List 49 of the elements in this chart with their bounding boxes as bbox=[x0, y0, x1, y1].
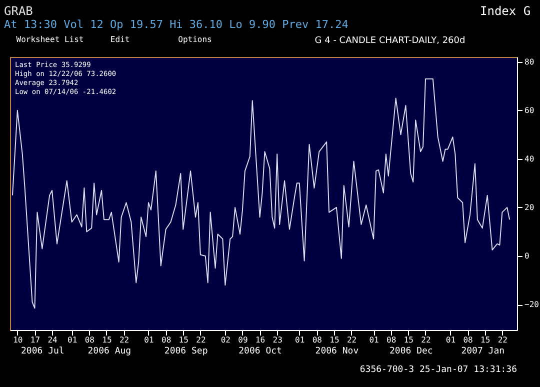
text: Index G bbox=[480, 4, 531, 18]
line-series bbox=[12, 78, 510, 309]
y-tick-label: 80 bbox=[524, 57, 534, 66]
y-tick-label: 40 bbox=[524, 154, 534, 164]
x-tick-label: 22 bbox=[196, 336, 206, 344]
x-tick-label: 15 bbox=[480, 336, 490, 344]
y-tick-label: 0 bbox=[524, 251, 530, 260]
x-tick-label: 22 bbox=[498, 336, 508, 344]
x2-tick-label: 2006 Dec bbox=[389, 346, 433, 356]
x-tick-label: 22 bbox=[421, 336, 431, 344]
x-tick-label: 22 bbox=[346, 336, 357, 344]
x-tick-label: 23 bbox=[272, 336, 283, 344]
x-tick-label: 08 bbox=[84, 336, 95, 344]
x2-tick-label: 2006 Oct bbox=[238, 346, 282, 356]
x2-tick-label: 2006 Nov bbox=[315, 346, 359, 356]
x-tick-label: 10 bbox=[13, 336, 23, 344]
x-tick-label: 15 bbox=[404, 336, 414, 344]
x-tick-label: 02 bbox=[220, 336, 231, 344]
x-tick-label: 09 bbox=[238, 336, 248, 344]
x-tick-label: 22 bbox=[119, 336, 130, 344]
text: GRAB bbox=[4, 4, 33, 18]
x-tick-label: 08 bbox=[312, 336, 322, 344]
x-tick-label: 08 bbox=[463, 336, 474, 344]
x-tick-label: 01 bbox=[295, 336, 305, 344]
x-tick-label: 08 bbox=[386, 336, 396, 344]
text: At 13:30 Vol 12 Op 19.57 Hi 36.10 Lo 9.90 Prev 17.24 bbox=[4, 18, 349, 31]
text: 6356-700-3 25-Jan-07 13:31:36 bbox=[360, 365, 517, 375]
x-tick-label: 01 bbox=[446, 336, 456, 344]
text: Edit bbox=[110, 35, 130, 44]
x2-tick-label: 2006 Aug bbox=[88, 346, 132, 356]
y-tick-label: 20 bbox=[524, 202, 534, 212]
x-tick-label: 01 bbox=[68, 336, 78, 344]
x-tick-label: 15 bbox=[330, 336, 340, 344]
x2-tick-label: 2007 Jan bbox=[461, 346, 505, 356]
x-tick-label: 01 bbox=[369, 336, 380, 344]
x-tick-label: 15 bbox=[102, 336, 112, 344]
x-tick-label: 16 bbox=[255, 336, 266, 344]
text: Worksheet List bbox=[16, 35, 84, 44]
y-tick-label: −20 bbox=[524, 300, 540, 310]
chart-title: G 4 - CANDLE CHART-DAILY, 260d bbox=[314, 36, 466, 46]
x2-tick-label: 2006 Sep bbox=[164, 346, 208, 356]
x-tick-label: 15 bbox=[178, 336, 189, 344]
x-tick-label: 01 bbox=[144, 336, 154, 344]
x-tick-label: 24 bbox=[48, 336, 58, 344]
x-tick-label: 08 bbox=[161, 336, 172, 344]
text: Options bbox=[178, 35, 212, 44]
x2-tick-label: 2006 Jul bbox=[20, 346, 64, 356]
x-tick-label: 17 bbox=[30, 336, 40, 344]
y-tick-label: 60 bbox=[524, 106, 534, 115]
